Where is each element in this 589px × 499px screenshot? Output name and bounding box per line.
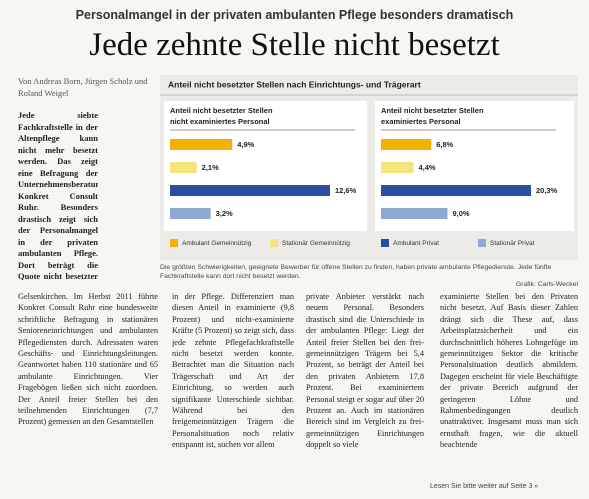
value-label: 9,0% (453, 209, 470, 218)
bar (381, 208, 448, 219)
kicker: Personalmangel in der privaten ambulante… (75, 8, 514, 22)
legend-swatch (170, 239, 178, 247)
legend-swatch (478, 239, 486, 247)
value-label: 3,2% (216, 209, 233, 218)
bar (170, 139, 233, 150)
caption: Die größten Schwierigkeiten, geeignete B… (160, 264, 552, 280)
value-label: 20,3% (536, 186, 558, 195)
bar (381, 185, 531, 196)
value-label: 12,6% (335, 186, 357, 195)
legend-label: Stationär Privat (490, 240, 535, 247)
bar (170, 162, 197, 173)
legend-swatch (381, 239, 389, 247)
continuation-note: Lesen Sie bitte weiter auf Seite 3 » (430, 483, 539, 490)
bar (170, 185, 330, 196)
value-label: 6,8% (436, 140, 453, 149)
bar (381, 162, 414, 173)
value-label: 4,4% (419, 163, 436, 172)
panel-title: Anteil nicht besetzter Stellen (170, 106, 273, 115)
legend-label: Stationär Gemeinnützig (282, 240, 350, 247)
panel-title: Anteil nicht besetzter Stellen (381, 106, 484, 115)
bar (381, 139, 432, 150)
value-label: 2,1% (202, 163, 219, 172)
lead: Jede siebte Fachkraftstelle in der Alten… (18, 110, 98, 280)
column: private Anbieter verstärkt nach neuem Pe… (306, 292, 424, 450)
panel-title: nicht examiniertes Personal (170, 117, 270, 126)
value-label: 4,9% (237, 140, 254, 149)
column: examinierte Stellen bei den Privaten nic… (440, 292, 578, 450)
byline: Von Andreas Born, Jürgen Scholz und Rola… (18, 76, 148, 98)
headline: Jede zehnte Stelle nicht besetzt (89, 27, 500, 63)
graphic: Anteil nicht besetzter Stellen nach Einr… (160, 75, 578, 260)
panel-title: examiniertes Personal (381, 117, 461, 126)
column: Gelsenkirchen. Im Herbst 2011 führte Kon… (18, 292, 158, 427)
column: in der Pflege. Differenziert man diesen … (172, 292, 294, 450)
legend-label: Ambulant Privat (393, 240, 439, 247)
graphic-title: Anteil nicht besetzter Stellen nach Einr… (168, 79, 421, 89)
credit: Grafik: Carls-Weckel (515, 281, 578, 288)
legend-swatch (270, 239, 278, 247)
legend-label: Ambulant Gemeinnützig (182, 240, 252, 247)
bar (170, 208, 211, 219)
